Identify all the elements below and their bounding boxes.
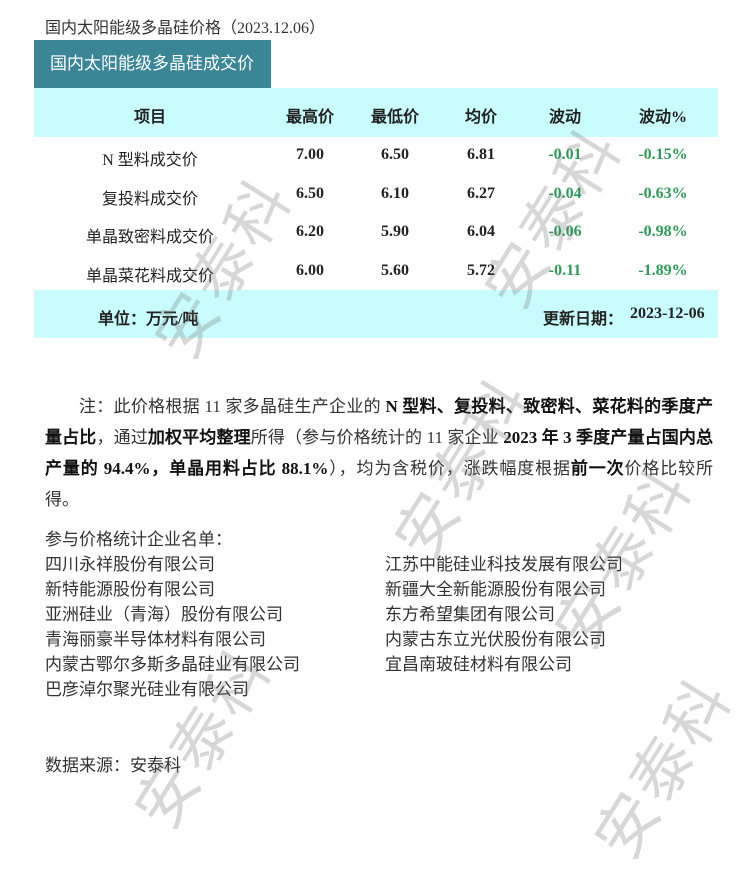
company-name: 内蒙古鄂尔多斯多晶硅业有限公司 <box>45 655 300 674</box>
watermark: 安泰科 <box>583 666 747 871</box>
table-row: 单晶致密料成交价 6.20 5.90 6.04 -0.06 -0.98% <box>0 223 753 247</box>
note-text: 所得（参与价格统计的 11 家企业 <box>250 428 504 447</box>
note-text: 价格比较所得。 <box>45 459 714 509</box>
cell-high: 6.00 <box>296 261 324 279</box>
cell-high: 7.00 <box>296 146 324 163</box>
header-avg: 均价 <box>464 109 498 126</box>
cell-low: 6.50 <box>381 146 409 163</box>
companies-heading: 参与价格统计企业名单： <box>45 530 232 549</box>
cell-change-pct: -0.98% <box>638 223 688 240</box>
header-low: 最低价 <box>370 109 420 126</box>
cell-low: 5.60 <box>381 261 409 279</box>
cell-change: -0.11 <box>548 261 582 279</box>
company-name: 江苏中能硅业科技发展有限公司 <box>385 555 623 574</box>
table-row: 复投料成交价 6.50 6.10 6.27 -0.04 -0.63% <box>0 185 753 209</box>
cell-change: -0.04 <box>548 184 582 202</box>
cell-item: 复投料成交价 <box>101 190 199 208</box>
note-text-bold: 加权平均整理 <box>147 428 251 447</box>
header-high: 最高价 <box>285 109 335 126</box>
company-name: 巴彦淖尔聚光硅业有限公司 <box>45 680 249 699</box>
cell-avg: 5.72 <box>467 261 495 279</box>
header-change-pct: 波动% <box>638 109 688 126</box>
company-name: 宜昌南玻硅材料有限公司 <box>385 655 572 674</box>
company-name: 四川永祥股份有限公司 <box>45 555 215 574</box>
company-name: 内蒙古东立光伏股份有限公司 <box>385 630 606 649</box>
note-text-bold: 前一次 <box>570 459 625 478</box>
table-row: 单晶菜花料成交价 6.00 5.60 5.72 -0.11 -1.89% <box>0 262 753 286</box>
page-title: 国内太阳能级多晶硅价格（2023.12.06） <box>45 20 326 37</box>
note-text: ，通过 <box>96 428 148 447</box>
cell-change: -0.01 <box>548 146 582 163</box>
company-name: 亚洲硅业（青海）股份有限公司 <box>45 605 283 624</box>
cell-low: 5.90 <box>381 223 409 240</box>
cell-change: -0.06 <box>548 223 582 240</box>
cell-change-pct: -0.63% <box>638 184 688 202</box>
cell-low: 6.10 <box>381 184 409 202</box>
company-name: 新特能源股份有限公司 <box>45 580 215 599</box>
table-caption: 国内太阳能级多晶硅成交价 <box>34 40 271 88</box>
cell-item: 单晶菜花料成交价 <box>85 267 215 285</box>
note-paragraph: 注：此价格根据 11 家多晶硅生产企业的 N 型料、复投料、致密料、菜花料的季度… <box>45 391 713 515</box>
cell-avg: 6.04 <box>467 223 495 240</box>
note-text-bold: 2023 年 3 季度产量占国内总产量的 94.4%，单晶用料占比 88.1% <box>45 428 714 478</box>
data-source: 数据来源：安泰科 <box>45 756 181 775</box>
header-change: 波动 <box>548 109 582 126</box>
header-item: 项目 <box>133 109 167 126</box>
cell-high: 6.50 <box>296 184 324 202</box>
cell-item: 单晶致密料成交价 <box>85 229 215 246</box>
unit-label: 单位：万元/吨 <box>98 311 199 328</box>
update-label: 更新日期： <box>543 311 624 328</box>
company-name: 青海丽豪半导体材料有限公司 <box>45 630 266 649</box>
company-name: 东方希望集团有限公司 <box>385 605 555 624</box>
note-text: 注：此价格根据 11 家多晶硅生产企业的 <box>79 397 386 416</box>
note-text-bold: N 型料、复投料、致密料、菜花料的季度产量占比 <box>45 397 713 447</box>
company-name: 新疆大全新能源股份有限公司 <box>385 580 606 599</box>
cell-avg: 6.81 <box>467 146 495 163</box>
cell-item: N 型料成交价 <box>102 152 198 169</box>
note-text: ），均为含税价，涨跌幅度根据 <box>328 459 571 478</box>
cell-high: 6.20 <box>296 223 324 240</box>
table-header: 项目 最高价 最低价 均价 波动 波动% <box>34 88 718 137</box>
update-date: 2023-12-06 <box>630 305 705 322</box>
cell-change-pct: -0.15% <box>638 146 688 163</box>
cell-change-pct: -1.89% <box>638 261 688 279</box>
cell-avg: 6.27 <box>467 184 495 202</box>
table-row: N 型料成交价 7.00 6.50 6.81 -0.01 -0.15% <box>0 146 753 170</box>
table-footer: 单位：万元/吨 更新日期： 2023-12-06 <box>34 290 718 338</box>
